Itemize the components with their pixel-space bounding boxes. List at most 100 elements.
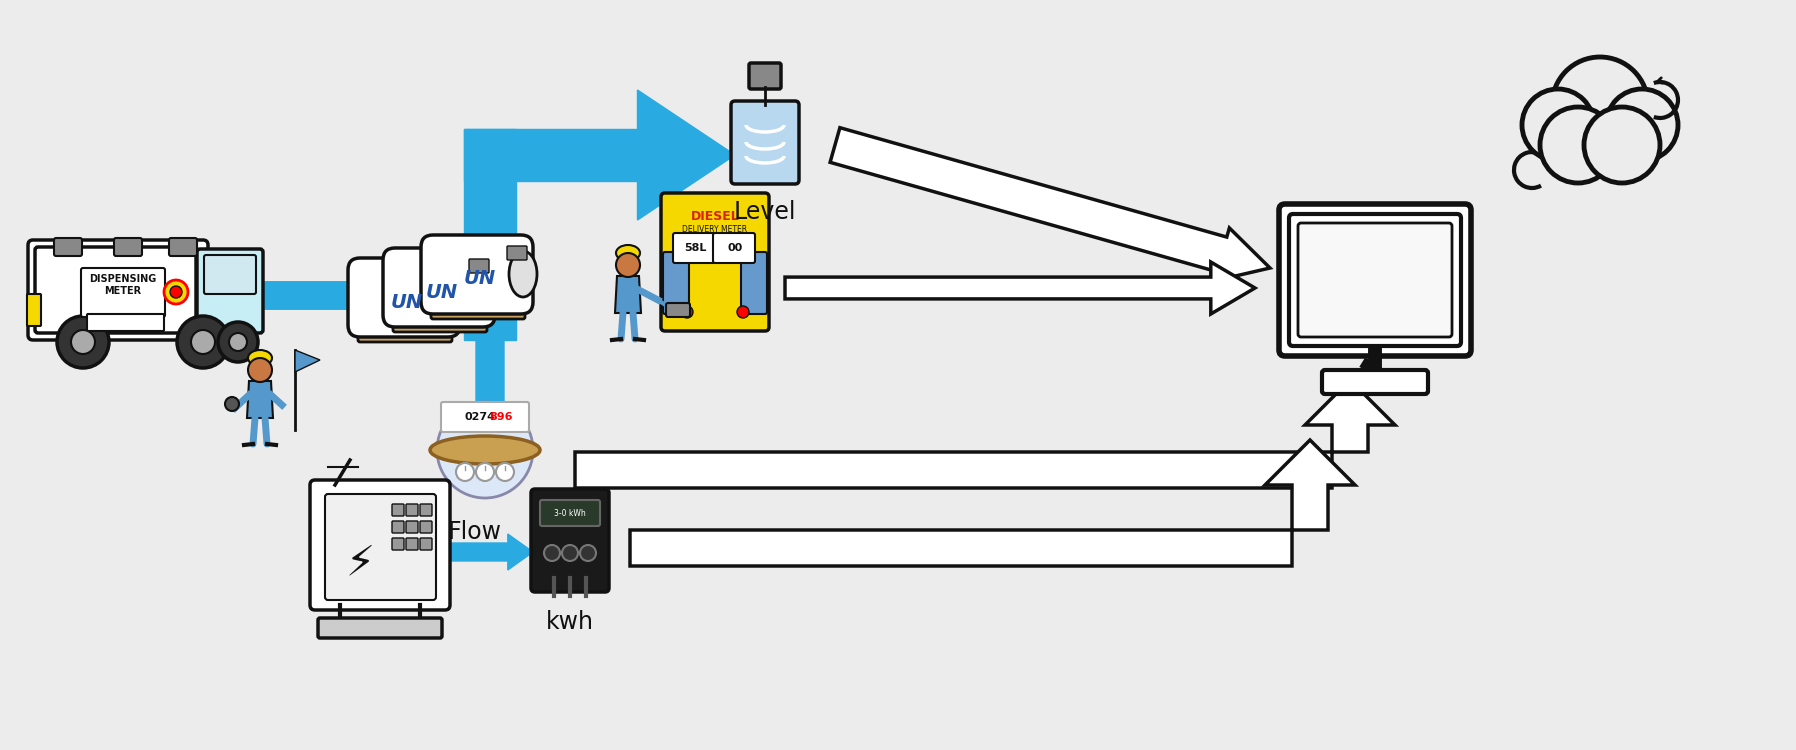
FancyBboxPatch shape (318, 618, 442, 638)
Circle shape (178, 316, 230, 368)
Polygon shape (830, 128, 1270, 280)
Circle shape (1584, 107, 1660, 183)
Polygon shape (575, 380, 1395, 488)
FancyBboxPatch shape (34, 247, 196, 333)
Circle shape (190, 330, 216, 354)
FancyBboxPatch shape (749, 63, 781, 89)
Polygon shape (463, 129, 638, 181)
Circle shape (1521, 89, 1595, 161)
Polygon shape (638, 90, 735, 220)
Circle shape (736, 306, 749, 318)
FancyBboxPatch shape (420, 235, 533, 314)
FancyBboxPatch shape (442, 402, 530, 432)
FancyBboxPatch shape (392, 504, 404, 516)
FancyBboxPatch shape (666, 303, 690, 317)
FancyBboxPatch shape (674, 233, 715, 263)
FancyBboxPatch shape (431, 297, 524, 319)
Text: ⚡: ⚡ (345, 542, 375, 584)
FancyBboxPatch shape (420, 504, 433, 516)
Polygon shape (463, 129, 515, 181)
Circle shape (57, 316, 110, 368)
Text: 896: 896 (489, 412, 512, 422)
Circle shape (1552, 57, 1649, 153)
Text: DELIVERY METER: DELIVERY METER (682, 224, 747, 233)
Ellipse shape (436, 274, 463, 320)
FancyBboxPatch shape (348, 258, 460, 337)
Circle shape (163, 280, 189, 304)
Ellipse shape (429, 436, 541, 464)
Circle shape (580, 545, 596, 561)
FancyBboxPatch shape (392, 538, 404, 550)
FancyBboxPatch shape (198, 249, 262, 333)
Circle shape (1606, 89, 1677, 161)
FancyBboxPatch shape (406, 521, 418, 533)
Circle shape (681, 306, 693, 318)
FancyBboxPatch shape (420, 538, 433, 550)
FancyBboxPatch shape (1279, 204, 1471, 356)
Polygon shape (447, 534, 533, 570)
FancyBboxPatch shape (713, 233, 754, 263)
Text: DIESEL: DIESEL (691, 209, 740, 223)
Circle shape (72, 330, 95, 354)
Text: UN: UN (392, 292, 424, 311)
Circle shape (616, 253, 639, 277)
Circle shape (248, 358, 271, 382)
FancyBboxPatch shape (1290, 214, 1460, 346)
FancyBboxPatch shape (169, 238, 198, 256)
Circle shape (544, 545, 560, 561)
Text: DISPENSING
METER: DISPENSING METER (90, 274, 156, 296)
Text: 3-0 kWh: 3-0 kWh (555, 509, 585, 518)
Polygon shape (248, 381, 273, 418)
FancyBboxPatch shape (325, 494, 436, 600)
Ellipse shape (616, 245, 639, 261)
Circle shape (496, 463, 514, 481)
Ellipse shape (471, 264, 499, 310)
Text: 00: 00 (727, 243, 742, 253)
FancyBboxPatch shape (1299, 223, 1451, 337)
FancyBboxPatch shape (392, 521, 404, 533)
FancyBboxPatch shape (406, 504, 418, 516)
Circle shape (562, 545, 578, 561)
FancyBboxPatch shape (532, 489, 609, 592)
FancyBboxPatch shape (731, 101, 799, 184)
FancyBboxPatch shape (541, 500, 600, 526)
FancyBboxPatch shape (29, 240, 208, 340)
Text: UN: UN (463, 269, 496, 289)
FancyBboxPatch shape (420, 521, 433, 533)
FancyBboxPatch shape (205, 255, 257, 294)
FancyBboxPatch shape (393, 310, 487, 332)
Polygon shape (614, 276, 641, 313)
FancyBboxPatch shape (383, 248, 496, 327)
FancyBboxPatch shape (27, 294, 41, 326)
Circle shape (224, 397, 239, 411)
FancyBboxPatch shape (469, 259, 489, 273)
Polygon shape (463, 181, 515, 340)
FancyBboxPatch shape (661, 193, 769, 331)
Circle shape (436, 402, 533, 498)
FancyBboxPatch shape (663, 252, 690, 314)
Circle shape (230, 333, 248, 351)
FancyBboxPatch shape (1322, 370, 1428, 394)
FancyBboxPatch shape (435, 269, 454, 283)
Text: 58L: 58L (684, 243, 706, 253)
Text: Level: Level (735, 200, 796, 224)
Polygon shape (785, 262, 1255, 314)
Ellipse shape (508, 251, 537, 297)
Circle shape (476, 463, 494, 481)
Text: UN: UN (426, 283, 458, 302)
Text: kwh: kwh (546, 610, 594, 634)
FancyBboxPatch shape (81, 268, 165, 317)
Circle shape (217, 322, 259, 362)
FancyBboxPatch shape (86, 314, 163, 331)
Text: 0274: 0274 (465, 412, 496, 422)
FancyBboxPatch shape (742, 252, 767, 314)
Polygon shape (248, 268, 436, 323)
FancyBboxPatch shape (31, 244, 205, 338)
Polygon shape (630, 440, 1354, 566)
FancyBboxPatch shape (357, 320, 453, 342)
FancyBboxPatch shape (311, 480, 451, 610)
Text: Flow: Flow (447, 520, 503, 544)
Circle shape (171, 286, 181, 298)
Polygon shape (462, 335, 517, 445)
Circle shape (1539, 107, 1616, 183)
